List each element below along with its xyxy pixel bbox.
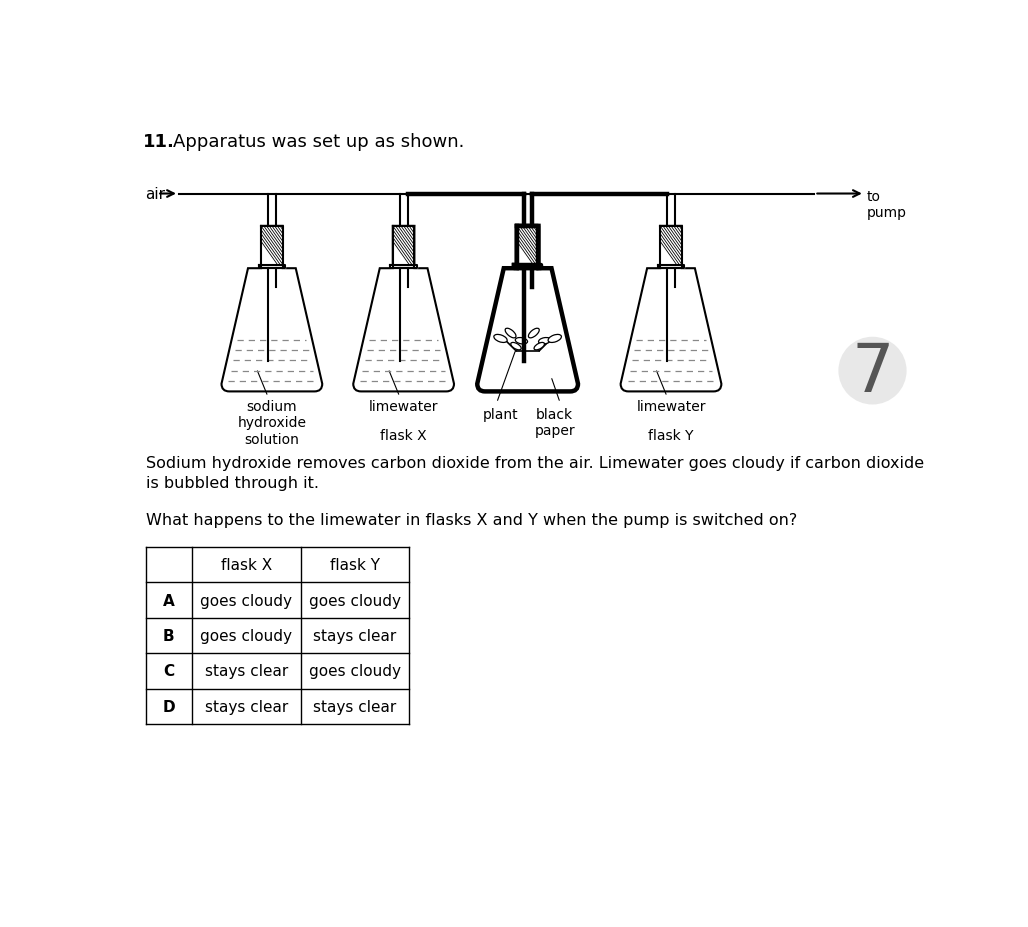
Text: stays clear: stays clear [314,629,397,643]
Text: flask X: flask X [221,557,272,573]
Polygon shape [261,226,283,269]
Text: B: B [163,629,175,643]
Text: plant: plant [483,407,518,422]
Polygon shape [259,266,285,269]
Polygon shape [658,266,685,269]
Text: 11.: 11. [143,133,175,151]
Text: goes cloudy: goes cloudy [200,593,292,608]
Ellipse shape [534,343,545,350]
Text: stays clear: stays clear [205,699,288,714]
Circle shape [839,337,907,405]
Text: C: C [163,664,175,679]
Ellipse shape [493,335,507,343]
Text: is bubbled through it.: is bubbled through it. [146,475,319,490]
Text: black
paper: black paper [535,407,575,438]
Polygon shape [660,226,682,269]
Ellipse shape [539,338,551,345]
Ellipse shape [528,329,540,338]
Text: D: D [162,699,175,714]
Polygon shape [354,269,454,392]
Polygon shape [391,266,416,269]
Text: Sodium hydroxide removes carbon dioxide from the air. Limewater goes cloudy if c: Sodium hydroxide removes carbon dioxide … [146,455,924,470]
Text: goes cloudy: goes cloudy [308,593,401,608]
Text: flask X: flask X [380,429,427,443]
Text: goes cloudy: goes cloudy [200,629,292,643]
Text: 7: 7 [851,340,893,406]
Text: goes cloudy: goes cloudy [308,664,401,679]
Ellipse shape [511,343,521,350]
Text: What happens to the limewater in flasks X and Y when the pump is switched on?: What happens to the limewater in flasks … [146,512,797,527]
Polygon shape [517,226,539,269]
Polygon shape [221,340,322,392]
Polygon shape [517,226,539,269]
Text: Apparatus was set up as shown.: Apparatus was set up as shown. [174,133,465,151]
Polygon shape [514,266,541,269]
Polygon shape [660,226,682,269]
Polygon shape [261,226,283,269]
Polygon shape [393,226,414,269]
Text: stays clear: stays clear [314,699,397,714]
Text: sodium
hydroxide
solution: sodium hydroxide solution [237,400,306,446]
Text: A: A [162,593,175,608]
Text: limewater: limewater [636,400,706,413]
Text: air: air [146,187,166,202]
Polygon shape [621,340,722,392]
Text: flask Y: flask Y [649,429,694,443]
Text: stays clear: stays clear [205,664,288,679]
Text: flask Y: flask Y [330,557,379,573]
Ellipse shape [515,338,527,345]
Polygon shape [221,269,322,392]
Text: to
pump: to pump [867,190,907,220]
Polygon shape [477,269,578,392]
Polygon shape [393,226,414,269]
Polygon shape [621,269,722,392]
Ellipse shape [505,329,516,338]
Text: limewater: limewater [369,400,438,413]
Ellipse shape [548,335,561,343]
Polygon shape [354,340,454,392]
